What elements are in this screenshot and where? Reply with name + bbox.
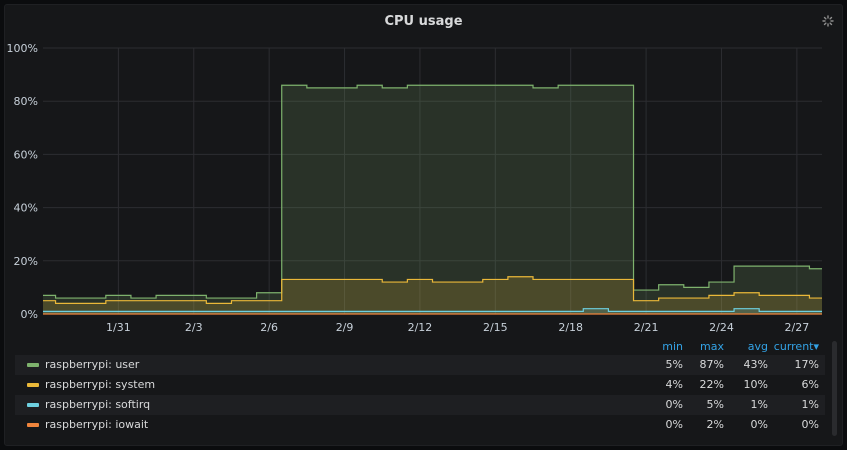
legend-min-value: 0% xyxy=(665,398,683,411)
y-tick-label: 0% xyxy=(21,308,38,321)
x-tick-label: 2/9 xyxy=(336,321,354,334)
y-tick-label: 40% xyxy=(14,202,38,215)
legend-header-current[interactable]: current▾ xyxy=(773,340,819,353)
legend-row-softirq[interactable]: raspberrypi: softirq 0% 5% 1% 1% xyxy=(15,395,825,415)
legend-avg-value: 1% xyxy=(750,398,768,411)
x-tick-label: 2/27 xyxy=(785,321,810,334)
legend-header: min max avg current▾ xyxy=(15,337,825,355)
x-tick-label: 2/6 xyxy=(260,321,278,334)
legend-avg-value: 0% xyxy=(750,418,768,431)
legend-min-value: 4% xyxy=(665,378,683,391)
legend-series-name[interactable]: raspberrypi: softirq xyxy=(45,398,151,411)
legend-min-value: 0% xyxy=(665,418,683,431)
legend-max-value: 5% xyxy=(706,398,724,411)
legend-header-min[interactable]: min xyxy=(662,340,683,353)
y-tick-label: 100% xyxy=(7,42,38,55)
legend-scrollbar[interactable] xyxy=(832,341,837,436)
legend-avg-value: 43% xyxy=(743,358,768,371)
legend-row-user[interactable]: raspberrypi: user 5% 87% 43% 17% xyxy=(15,355,825,375)
legend-swatch-system[interactable] xyxy=(27,383,39,387)
legend-min-value: 5% xyxy=(665,358,683,371)
legend-swatch-softirq[interactable] xyxy=(27,403,39,407)
x-tick-label: 2/21 xyxy=(634,321,659,334)
series-area-user xyxy=(43,85,822,315)
legend-max-value: 2% xyxy=(706,418,724,431)
legend-header-avg[interactable]: avg xyxy=(747,340,768,353)
y-tick-label: 80% xyxy=(14,95,38,108)
legend-max-value: 22% xyxy=(699,378,724,391)
legend-current-value: 6% xyxy=(801,378,819,391)
legend-row-system[interactable]: raspberrypi: system 4% 22% 10% 6% xyxy=(15,375,825,395)
cpu-usage-chart[interactable]: 0% 20% 40% 60% 80% 100% 1/31 2/3 2/6 2/9 2/12 2/15 2… xyxy=(0,0,847,340)
x-tick-label: 2/3 xyxy=(185,321,203,334)
legend-series-name[interactable]: raspberrypi: user xyxy=(45,358,140,371)
legend-series-name[interactable]: raspberrypi: system xyxy=(45,378,156,391)
series-area-system xyxy=(43,276,822,314)
x-tick-label: 1/31 xyxy=(106,321,131,334)
legend-current-value: 0% xyxy=(801,418,819,431)
legend-series-name[interactable]: raspberrypi: iowait xyxy=(45,418,149,431)
x-tick-label: 2/24 xyxy=(709,321,734,334)
legend-table: min max avg current▾ raspberrypi: user 5… xyxy=(15,337,825,435)
legend-max-value: 87% xyxy=(699,358,724,371)
y-tick-label: 20% xyxy=(14,255,38,268)
x-tick-label: 2/15 xyxy=(483,321,508,334)
legend-current-value: 17% xyxy=(794,358,819,371)
legend-header-max[interactable]: max xyxy=(700,340,724,353)
x-tick-label: 2/12 xyxy=(408,321,433,334)
legend-swatch-iowait[interactable] xyxy=(27,423,39,427)
y-tick-label: 60% xyxy=(14,148,38,161)
x-tick-label: 2/18 xyxy=(558,321,583,334)
series-line-system xyxy=(43,276,822,304)
loading-spinner-icon xyxy=(822,15,834,27)
legend-swatch-user[interactable] xyxy=(27,363,39,367)
legend-row-iowait[interactable]: raspberrypi: iowait 0% 2% 0% 0% xyxy=(15,415,825,435)
legend-avg-value: 10% xyxy=(743,378,768,391)
series-line-user xyxy=(43,84,822,299)
legend-current-value: 1% xyxy=(801,398,819,411)
series-line-softirq xyxy=(43,308,822,312)
panel-title[interactable]: CPU usage xyxy=(384,14,463,29)
